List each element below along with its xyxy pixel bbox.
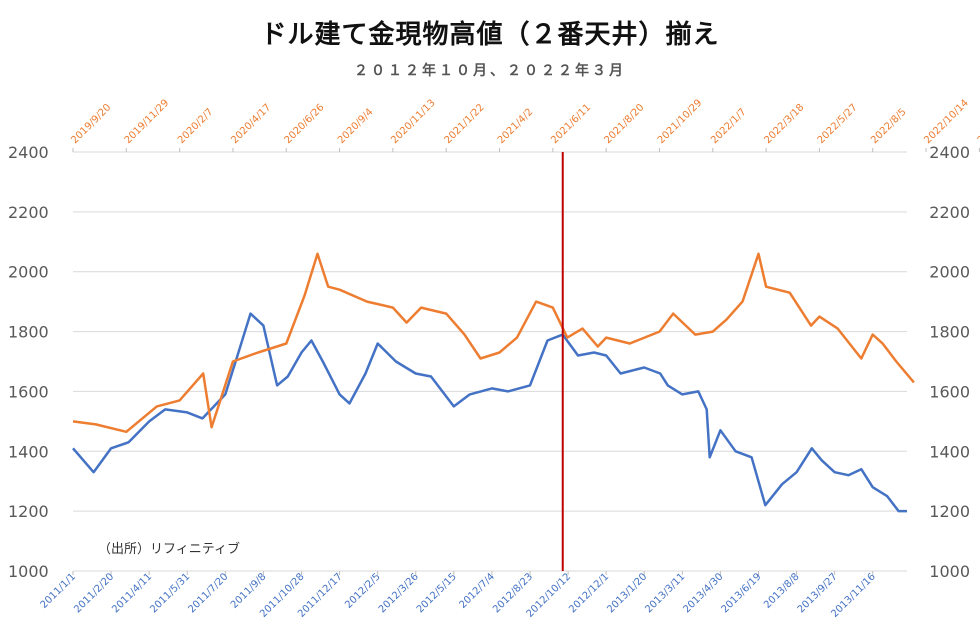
x-tick-label-top: 2021/4/2 [496,107,536,147]
x-tick-label-bottom: 2011/4/11 [110,571,154,615]
x-tick-label-top: 2022/8/5 [869,107,909,147]
x-tick-label-top: 2021/8/20 [602,102,646,146]
x-tick-label-top: 2020/9/4 [336,107,376,147]
series-line-2011-2013 [72,312,907,513]
x-tick-label-bottom: 2013/8/8 [762,571,802,611]
x-tick-label-bottom: 2011/2/20 [72,571,116,615]
source-note: （出所）リフィニティブ [98,542,240,557]
x-tick-label-bottom: 2011/9/8 [229,571,269,611]
x-tick-label-bottom: 2012/3/26 [377,571,421,615]
y-tick-label-left: 1800 [8,323,49,342]
y-tick-label-left: 1000 [8,562,49,581]
x-tick-label-bottom: 2012/5/15 [415,571,459,615]
x-tick-label-top: 2019/9/20 [69,102,113,146]
x-tick-label-bottom: 2012/7/4 [457,571,497,611]
chart-subtitle: ２０１２年１０月、２０２２年３月 [354,63,626,79]
y-tick-label-right: 2400 [929,143,970,162]
y-tick-label-left: 2200 [8,203,49,222]
y-tick-label-left: 2000 [8,263,49,282]
y-tick-label-left: 1600 [8,382,49,401]
x-tick-label-bottom: 2012/2/5 [343,571,383,611]
x-tick-label-top: 2022/5/27 [816,102,860,146]
x-tick-label-bottom: 2013/6/19 [720,571,764,615]
x-tick-label-top: 2021/6/11 [549,102,593,146]
x-tick-label-top: 2020/4/17 [229,102,273,146]
y-tick-label-right: 1000 [929,562,970,581]
y-tick-label-right: 2000 [929,263,970,282]
y-tick-label-right: 1800 [929,323,970,342]
y-tick-label-right: 1400 [929,442,970,461]
chart-title: ドル建て金現物高値（２番天井）揃え [260,20,720,50]
x-tick-label-top: 2022/12/23 [976,98,980,147]
series-line-2019-2022 [72,252,915,434]
y-tick-label-right: 1200 [929,502,970,521]
x-tick-label-top: 2021/1/22 [443,102,487,146]
x-tick-label-bottom: 2011/5/31 [148,571,192,615]
x-tick-label-bottom: 2013/1/20 [605,571,649,615]
x-tick-label-top: 2020/6/26 [283,102,327,146]
x-tick-label-top: 2021/10/29 [656,98,705,147]
x-tick-label-top: 2020/11/13 [389,98,438,147]
y-tick-label-left: 2400 [8,143,49,162]
x-tick-label-bottom: 2013/4/30 [681,571,725,615]
x-tick-label-top: 2020/2/7 [176,107,216,147]
x-tick-label-bottom: 2013/3/11 [643,571,687,615]
x-tick-label-top: 2022/3/18 [762,102,806,146]
y-tick-label-right: 1600 [929,382,970,401]
x-tick-label-bottom: 2011/7/20 [186,571,230,615]
y-tick-label-left: 1400 [8,442,49,461]
x-tick-label-top: 2019/11/29 [123,98,172,147]
x-tick-label-top: 2022/10/14 [922,98,971,147]
y-tick-label-right: 2200 [929,203,970,222]
x-tick-label-bottom: 2012/12/1 [567,571,611,615]
y-tick-label-left: 1200 [8,502,49,521]
x-tick-label-top: 2022/1/7 [709,107,749,147]
